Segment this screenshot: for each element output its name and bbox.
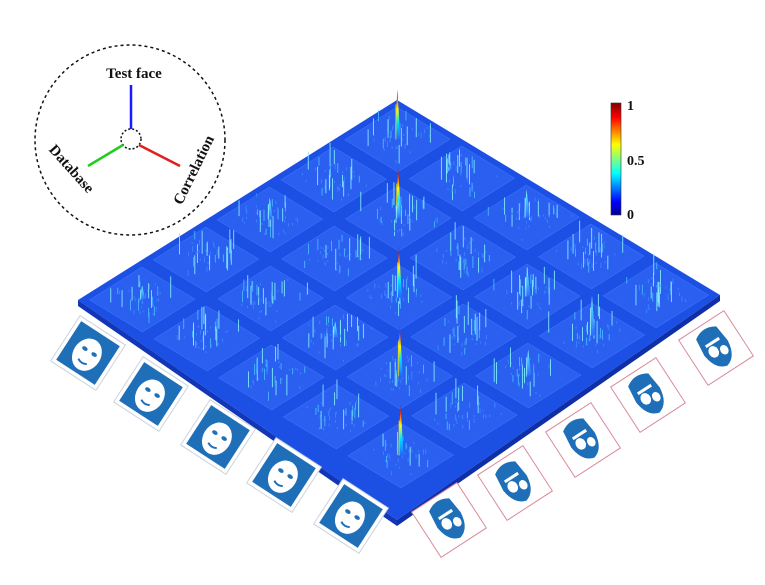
database-face-thumbnail — [245, 436, 323, 514]
database-face-thumbnail — [312, 477, 390, 555]
correlation-cell — [537, 223, 645, 290]
face-brow — [704, 336, 720, 349]
colorbar-tick-mid: 0.5 — [627, 154, 645, 169]
face-hair — [277, 456, 302, 476]
face-highlight — [507, 481, 519, 493]
face-mouth — [273, 480, 283, 488]
correlation-cell — [218, 344, 325, 411]
database-label: Database — [45, 142, 97, 197]
correlation-cell — [408, 145, 516, 212]
face-silhouette — [134, 379, 165, 412]
face-eye — [145, 387, 151, 392]
face-eye — [212, 430, 218, 435]
face-brow — [437, 508, 453, 521]
database-face-thumbnail — [49, 314, 127, 392]
test-face-label: Test face — [106, 66, 162, 82]
face-brow — [571, 428, 587, 441]
correlation-cell — [217, 265, 324, 332]
correlation-cell — [153, 305, 261, 372]
face-highlight — [518, 480, 528, 490]
correlation-cell — [409, 224, 517, 291]
database-faces — [49, 314, 390, 555]
face-eye — [91, 352, 97, 357]
correlation-cell — [411, 382, 518, 449]
face-highlight — [640, 393, 652, 405]
face-silhouette — [201, 422, 232, 455]
face-highlight — [708, 346, 720, 358]
face-eye — [278, 468, 284, 473]
face-mouth — [207, 442, 217, 450]
correlation-axis — [138, 143, 181, 168]
test-face-thumbnail — [609, 356, 687, 434]
surface-side-right — [397, 295, 720, 526]
correlation-cell — [602, 262, 710, 329]
face-highlight — [452, 517, 462, 527]
correlation-cell — [152, 226, 260, 293]
face-highlight — [651, 392, 661, 402]
face-brow — [636, 383, 652, 396]
face-silhouette — [334, 501, 365, 534]
face-highlight — [719, 345, 729, 355]
test-faces — [410, 309, 755, 559]
database-face-thumbnail — [112, 355, 190, 433]
face-eye — [345, 509, 351, 514]
face-highlight — [586, 437, 596, 447]
colorbar-gradient — [610, 102, 622, 216]
face-eye — [154, 393, 160, 398]
test-face-thumbnail — [677, 309, 755, 387]
test-face-thumbnail — [544, 401, 622, 479]
face-hair — [211, 418, 236, 438]
face-mouth — [140, 399, 150, 407]
face-eye — [354, 515, 360, 520]
face-eye — [287, 474, 293, 479]
face-highlight — [575, 438, 587, 450]
face-eye — [82, 346, 88, 351]
surface-noise — [110, 110, 687, 476]
correlation-peaks — [139, 89, 595, 456]
axis-origin-circle — [120, 128, 142, 150]
face-mouth — [340, 521, 350, 529]
face-hair — [81, 334, 106, 354]
axis-legend: Test face Database Correlation — [34, 44, 226, 236]
database-axis — [87, 143, 124, 168]
colorbar-tick-min: 0 — [627, 208, 634, 223]
correlation-surface — [78, 89, 720, 526]
face-silhouette — [71, 338, 102, 371]
test-face-thumbnail — [476, 444, 554, 522]
face-hair — [144, 375, 169, 395]
test-face-thumbnail — [410, 481, 488, 559]
colorbar: 1 0.5 0 — [610, 99, 645, 223]
face-mouth — [77, 358, 87, 366]
face-hair — [344, 497, 369, 517]
correlation-cell — [282, 383, 390, 450]
face-silhouette — [267, 460, 298, 493]
colorbar-tick-max: 1 — [627, 99, 634, 114]
correlation-cell — [280, 146, 387, 213]
face-brow — [503, 471, 519, 484]
face-eye — [221, 436, 227, 441]
face-highlight — [441, 518, 453, 530]
database-face-thumbnail — [179, 398, 257, 476]
axis-legend-circle — [34, 44, 226, 236]
correlation-cell — [410, 303, 517, 370]
correlation-label: Correlation — [171, 133, 218, 208]
